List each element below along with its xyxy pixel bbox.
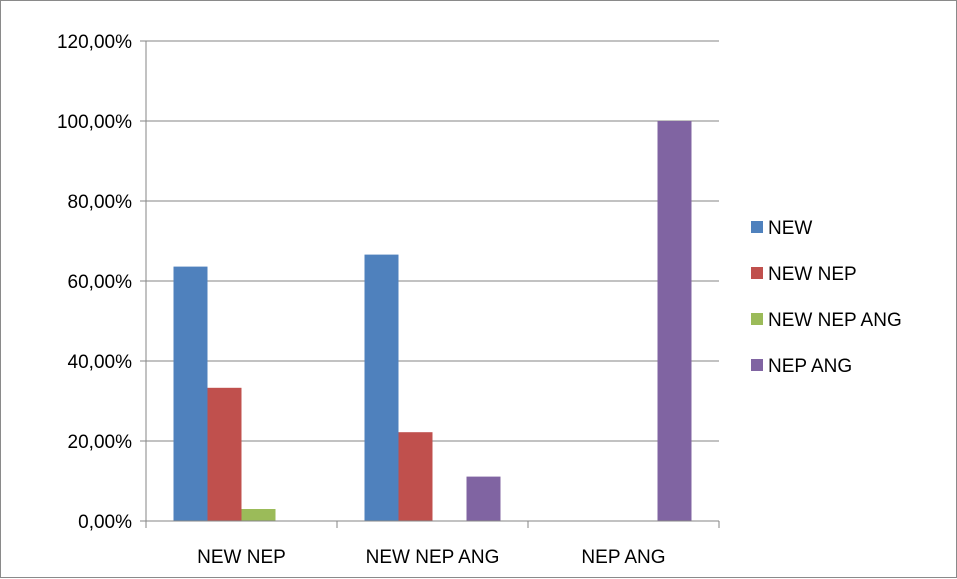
bar-new bbox=[364, 254, 399, 521]
y-tick-label: 0,00% bbox=[78, 512, 132, 533]
y-tick-labels: 0,00% 20,00% 40,00% 60,00% 80,00% 100,00% 120,… bbox=[57, 32, 132, 533]
legend: NEW NEW NEP NEW NEP ANG NEP ANG bbox=[751, 218, 902, 377]
legend-label: NEW bbox=[768, 218, 812, 239]
bar-nep-ang bbox=[657, 121, 692, 521]
gridlines bbox=[146, 40, 719, 442]
bar-new-nep bbox=[398, 432, 433, 521]
y-tick-label: 120,00% bbox=[57, 32, 132, 53]
category-labels: NEW NEP NEW NEP ANG NEP ANG bbox=[197, 547, 665, 568]
x-category-label: NEW NEP bbox=[197, 547, 286, 568]
y-tick-label: 80,00% bbox=[68, 192, 133, 213]
x-category-label: NEW NEP ANG bbox=[366, 547, 500, 568]
legend-swatch bbox=[751, 221, 763, 233]
axes bbox=[140, 40, 720, 528]
x-category-label: NEP ANG bbox=[581, 547, 665, 568]
legend-label: NEP ANG bbox=[768, 356, 852, 377]
legend-label: NEW NEP bbox=[768, 264, 857, 285]
y-tick-label: 40,00% bbox=[68, 352, 133, 373]
legend-swatch bbox=[751, 267, 763, 279]
legend-swatch bbox=[751, 359, 763, 371]
y-tick-label: 100,00% bbox=[57, 112, 132, 133]
bar-new-nep bbox=[207, 387, 242, 521]
bars bbox=[173, 121, 692, 521]
bar-nep-ang bbox=[466, 476, 501, 521]
bar-new bbox=[173, 266, 208, 521]
y-tick-label: 60,00% bbox=[68, 272, 133, 293]
bar-new-nep-ang bbox=[241, 509, 276, 521]
y-tick-label: 20,00% bbox=[68, 432, 133, 453]
legend-swatch bbox=[751, 313, 763, 325]
legend-label: NEW NEP ANG bbox=[768, 310, 902, 331]
